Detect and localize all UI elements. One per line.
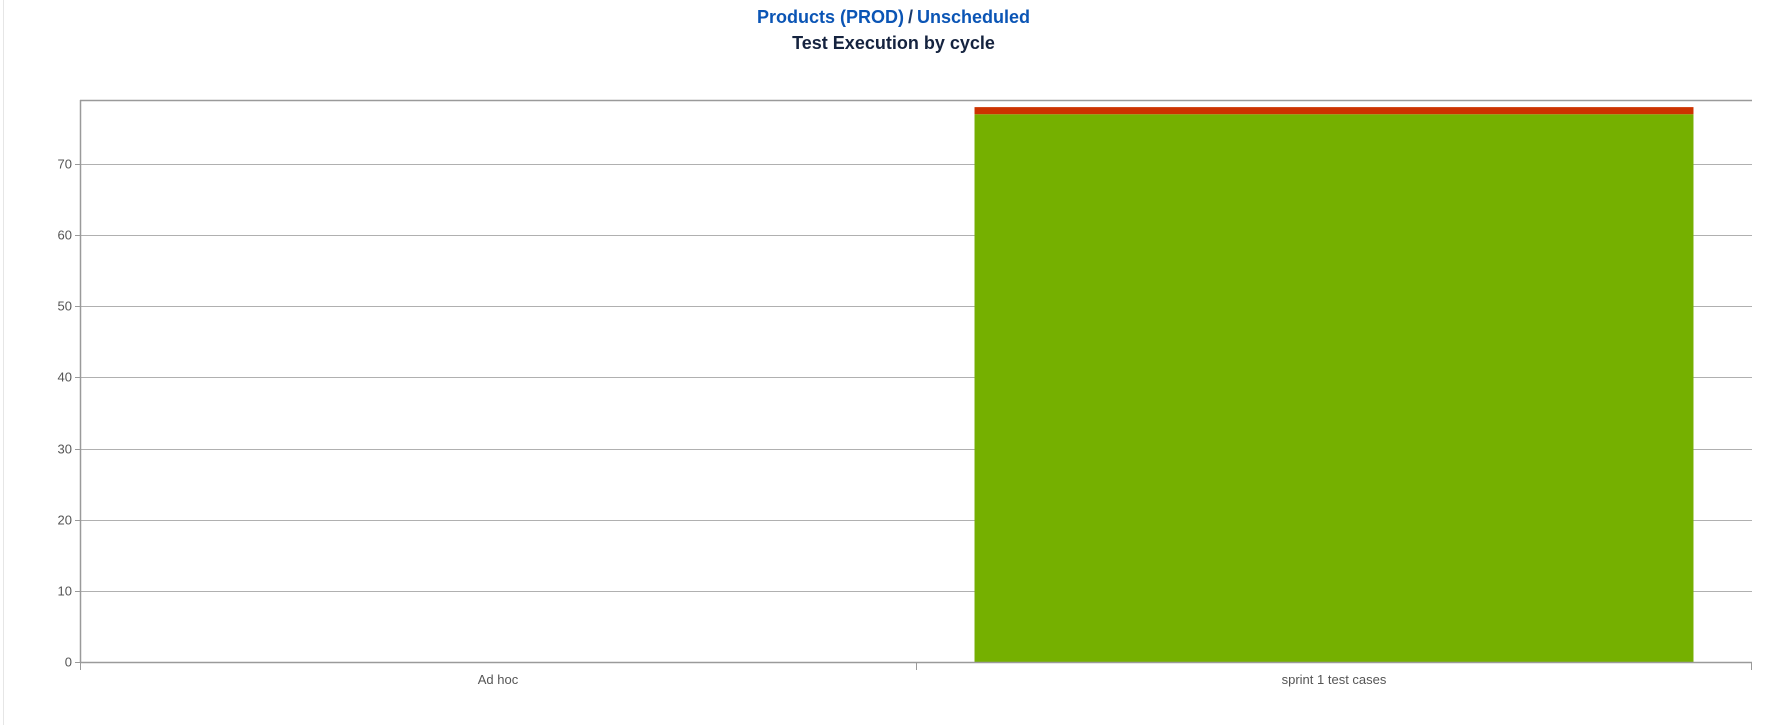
- x-tick-label-0: Ad hoc: [478, 672, 519, 687]
- breadcrumb-project-link[interactable]: Products (PROD): [756, 7, 904, 27]
- x-tick-label-1: sprint 1 test cases: [1282, 672, 1387, 687]
- labels-layer: 0 10 20 30 40 50 60 70 Ad hoc sprint 1 test cases: [58, 157, 1387, 688]
- breadcrumb-release-link[interactable]: Unscheduled: [917, 7, 1031, 27]
- y-tick-label-10: 10: [58, 584, 72, 599]
- bars-layer: [974, 107, 1694, 663]
- chart-header: Products (PROD) / Unscheduled Test Executi…: [0, 4, 1787, 56]
- axes-layer: [75, 99, 1752, 670]
- chart-panel: [3, 0, 1787, 725]
- y-tick-label-20: 20: [58, 513, 72, 528]
- bar-1-segment-0: [974, 114, 1694, 663]
- y-tick-label-40: 40: [58, 370, 72, 385]
- y-tick-label-0: 0: [65, 655, 72, 670]
- y-tick-label-50: 50: [58, 299, 72, 314]
- y-tick-label-60: 60: [58, 228, 72, 243]
- breadcrumb: Products (PROD) / Unscheduled: [0, 4, 1787, 30]
- y-tick-label-30: 30: [58, 442, 72, 457]
- y-tick-label-70: 70: [58, 157, 72, 172]
- bar-1-segment-1: [974, 107, 1694, 115]
- chart-title: Test Execution by cycle: [792, 33, 995, 53]
- breadcrumb-separator: /: [907, 7, 913, 27]
